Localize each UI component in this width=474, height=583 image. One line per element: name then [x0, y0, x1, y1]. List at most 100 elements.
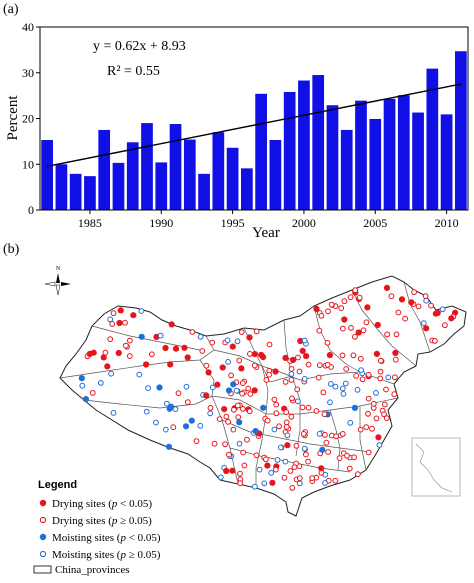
site-marker	[235, 402, 241, 409]
site-marker	[326, 352, 333, 359]
site-marker	[182, 423, 190, 430]
site-marker	[346, 465, 353, 472]
site-marker	[398, 296, 406, 303]
site-marker	[237, 480, 244, 487]
x-axis: 1985 1990 1995 2000 2005 2010	[78, 210, 459, 230]
site-marker	[221, 406, 228, 413]
y-tick-label: 40	[22, 20, 34, 34]
site-marker	[383, 386, 389, 393]
site-marker	[365, 449, 372, 456]
site-marker	[188, 417, 195, 424]
r-squared: R² = 0.55	[107, 64, 160, 79]
site-marker	[157, 332, 164, 339]
site-marker	[168, 321, 175, 328]
site-marker	[211, 440, 218, 447]
site-marker	[353, 373, 360, 379]
site-marker	[381, 411, 387, 418]
site-marker	[290, 356, 297, 363]
legend: Legend Drying sites (p < 0.05) Drying si…	[33, 479, 161, 576]
site-marker	[274, 457, 281, 463]
site-marker	[305, 404, 312, 411]
bar-1993	[198, 173, 210, 210]
site-marker	[289, 395, 295, 402]
site-marker	[252, 483, 258, 490]
site-marker	[263, 377, 270, 383]
site-marker	[277, 444, 284, 451]
site-marker	[217, 474, 224, 481]
site-marker	[130, 312, 137, 319]
site-marker	[284, 442, 291, 449]
site-marker	[288, 371, 295, 377]
panel-b-label: (b)	[3, 242, 20, 257]
bar-1984	[69, 173, 82, 210]
x-tick-label: 1985	[78, 216, 102, 230]
site-marker	[340, 391, 347, 397]
site-marker	[287, 468, 294, 474]
legend-marker-moisting-sig	[39, 533, 47, 541]
bar-2004	[355, 100, 367, 210]
y-tick-label: 0	[28, 203, 34, 217]
site-marker	[336, 455, 343, 462]
legend-marker-moisting-nonsig	[39, 550, 47, 558]
site-marker	[323, 439, 330, 446]
site-marker	[305, 361, 312, 368]
site-marker	[205, 369, 212, 376]
site-marker	[288, 366, 295, 372]
site-marker	[271, 426, 278, 433]
y-axis-title: Percent	[5, 95, 21, 141]
site-marker	[225, 387, 233, 394]
x-tick-label: 2010	[435, 216, 459, 230]
site-marker	[363, 319, 370, 326]
site-marker	[338, 305, 345, 312]
legend-item-moisting-sig: Moisting sites (p < 0.05)	[52, 532, 161, 544]
site-marker	[97, 380, 104, 386]
site-marker	[322, 431, 328, 438]
site-marker	[328, 301, 335, 308]
site-marker	[264, 417, 271, 424]
bar-1998	[269, 140, 282, 210]
site-marker	[104, 363, 111, 370]
site-marker	[172, 345, 180, 352]
site-marker	[236, 419, 243, 426]
site-marker	[207, 405, 214, 411]
site-marker	[377, 368, 384, 375]
site-marker	[224, 337, 231, 344]
site-marker	[209, 339, 216, 346]
regression-equation: y = 0.62x + 8.93	[93, 39, 186, 54]
south-china-sea-inset	[411, 437, 461, 497]
site-marker	[344, 452, 350, 459]
site-marker	[291, 464, 298, 471]
trendline-group	[46, 83, 462, 167]
site-marker	[350, 352, 357, 359]
site-marker	[222, 441, 229, 448]
site-marker	[226, 451, 232, 458]
bar-2007	[397, 95, 410, 210]
site-marker	[231, 406, 237, 413]
site-marker	[296, 368, 303, 375]
site-marker	[239, 390, 246, 397]
site-marker	[229, 343, 236, 350]
site-marker	[301, 445, 308, 452]
site-marker	[203, 392, 210, 399]
site-marker	[339, 352, 346, 359]
legend-item-provinces: China_provinces	[55, 564, 130, 576]
site-marker	[365, 371, 372, 378]
site-marker	[110, 310, 117, 317]
site-marker	[392, 356, 399, 363]
x-tick-label: 2005	[363, 216, 387, 230]
site-marker	[162, 426, 169, 433]
panel-a-label: (a)	[3, 2, 19, 17]
site-marker	[392, 349, 399, 357]
site-marker	[209, 384, 216, 391]
site-marker	[181, 344, 188, 351]
site-marker	[266, 341, 273, 348]
site-marker	[219, 364, 226, 371]
site-marker	[423, 325, 430, 332]
site-marker	[236, 440, 243, 447]
bar-1983	[55, 164, 68, 210]
bar-2006	[383, 98, 396, 210]
site-marker	[316, 362, 323, 369]
site-marker	[234, 338, 241, 345]
bar-1996	[241, 168, 253, 210]
site-marker	[247, 351, 253, 357]
